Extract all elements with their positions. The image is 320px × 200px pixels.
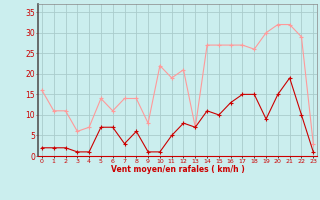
X-axis label: Vent moyen/en rafales ( km/h ): Vent moyen/en rafales ( km/h ): [111, 165, 244, 174]
